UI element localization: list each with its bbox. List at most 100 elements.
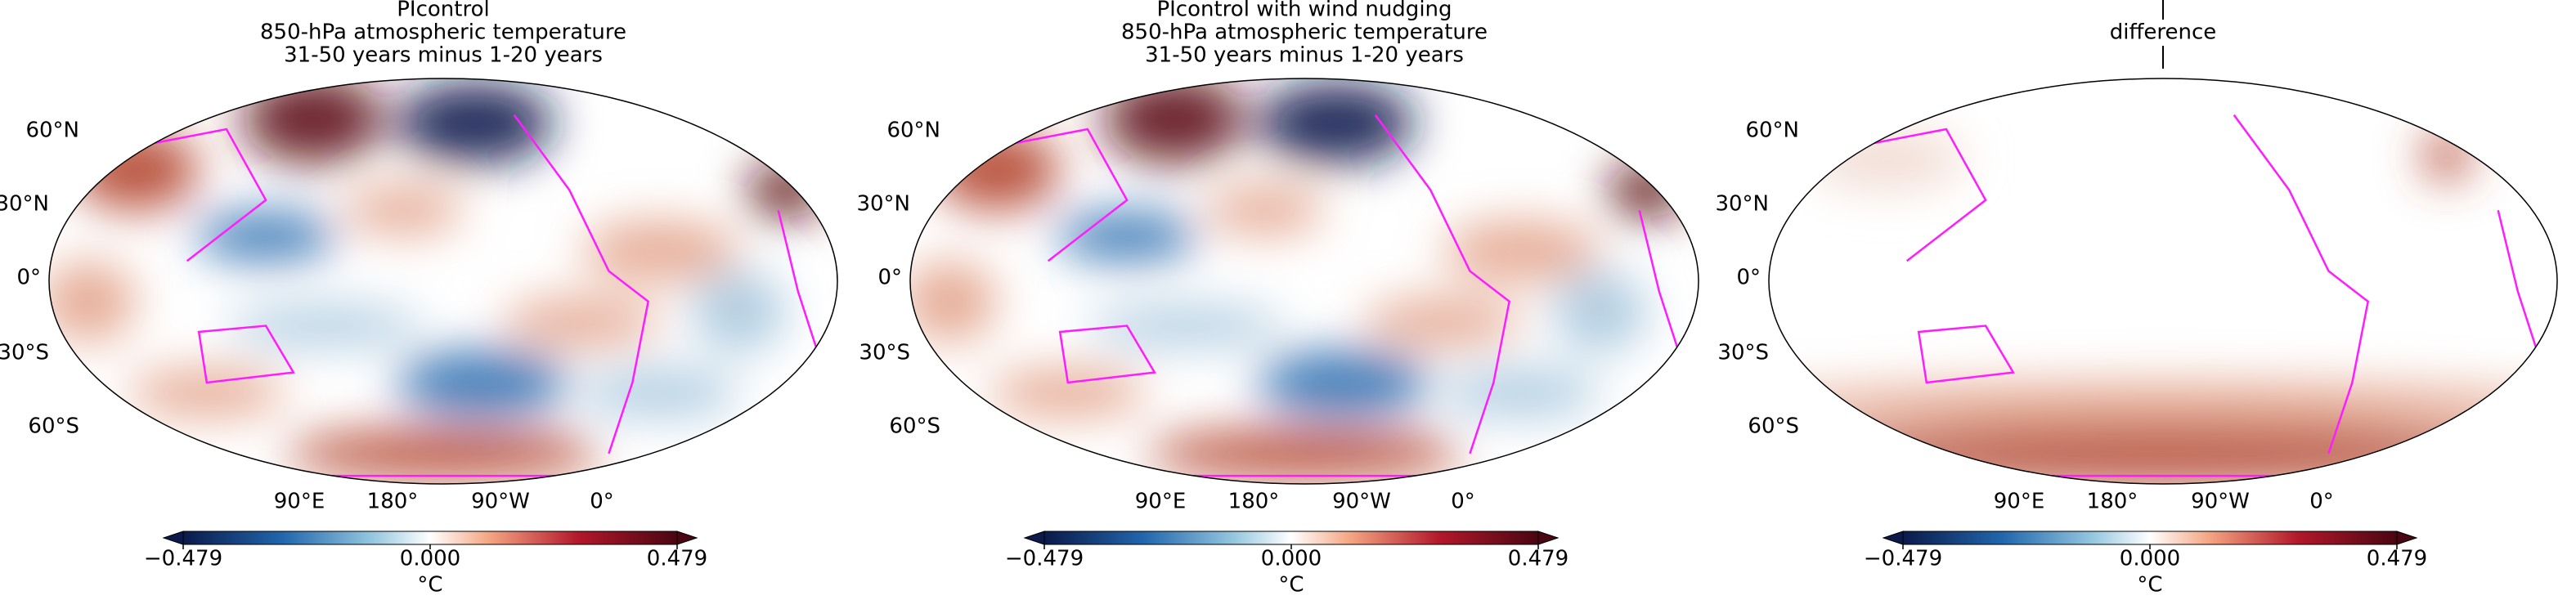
anomaly-region: [989, 368, 1147, 418]
map-panel: difference 60°N 30°N 0° 30°S 60°S 90°E 180° 90°W…: [1715, 0, 2558, 598]
lon-label: 90°W: [471, 490, 530, 514]
anomaly-region: [581, 220, 739, 281]
lon-label: 0°: [590, 490, 614, 514]
lat-label: 60°S: [889, 414, 940, 439]
colorbar: [1043, 531, 1539, 545]
lat-label: 30°S: [1717, 341, 1769, 365]
colorbar-extend: [2396, 531, 2418, 545]
colorbar-extend: [1882, 531, 1904, 545]
anomaly-region: [502, 297, 661, 347]
map-border: [48, 78, 838, 485]
lon-label: 180°: [367, 490, 419, 514]
anomaly-region: [581, 368, 739, 418]
colorbar-extend: [162, 531, 184, 545]
lat-label: 30°S: [0, 341, 49, 365]
anomaly-region: [1257, 82, 1415, 164]
anomaly-region: [1205, 186, 1325, 235]
colorbar-tick-label: 0.479: [2367, 547, 2427, 571]
anomaly-region: [1087, 305, 1285, 347]
panel-title: 31-50 years minus 1-20 years: [1145, 43, 1464, 68]
lat-label: 30°S: [859, 341, 910, 365]
colorbar-tick-label: −0.479: [144, 547, 222, 571]
lat-label: 0°: [1736, 266, 1761, 290]
colorbar-tick-label: 0.000: [2120, 547, 2180, 571]
panel-title: PIcontrol with wind nudging: [1156, 0, 1452, 22]
anomaly-region: [1147, 429, 1462, 478]
anomaly-region: [344, 186, 464, 235]
lon-label: 0°: [1451, 490, 1475, 514]
anomaly-region: [1103, 78, 1245, 164]
anomaly-region: [747, 161, 826, 219]
temperature-field: [49, 78, 837, 484]
colorbar-tick-label: 0.000: [1261, 547, 1322, 571]
anomaly-region: [226, 305, 424, 347]
anomaly-region: [242, 78, 384, 164]
anomaly-region: [1608, 161, 1687, 219]
anomaly-region: [1363, 297, 1522, 347]
lat-label: 30°N: [1715, 192, 1769, 217]
coastline: [929, 114, 1681, 477]
colorbar-extend: [1537, 531, 1560, 545]
panel-title: PIcontrol: [397, 0, 489, 22]
anomaly-region: [933, 129, 1061, 211]
anomaly-region: [1808, 129, 1967, 190]
anomaly-region: [49, 261, 137, 343]
coastline: [68, 114, 819, 477]
lon-label: 180°: [2087, 490, 2138, 514]
lon-label: 90°W: [1332, 490, 1391, 514]
lon-label: 90°W: [2191, 490, 2250, 514]
lat-label: 60°S: [28, 414, 79, 439]
colorbar-extend: [1023, 531, 1045, 545]
colorbar-unit: °C: [417, 573, 442, 598]
colorbar-tick-label: 0.479: [647, 547, 707, 571]
temperature-field: [910, 78, 1699, 484]
lat-label: 0°: [16, 266, 41, 290]
anomaly-region: [1056, 212, 1198, 262]
lat-label: 60°N: [886, 119, 940, 143]
lon-label: 0°: [2309, 490, 2334, 514]
colorbar-tick-label: 0.479: [1508, 547, 1568, 571]
anomaly-region: [1442, 368, 1600, 418]
anomaly-region: [396, 82, 554, 164]
anomaly-region: [1257, 350, 1431, 415]
colorbar-tick-label: −0.479: [1864, 547, 1942, 571]
lon-label: 180°: [1228, 490, 1280, 514]
lat-label: 60°N: [1745, 119, 1799, 143]
colorbar: [182, 531, 678, 545]
anomaly-region: [1769, 383, 2557, 432]
anomaly-region: [2423, 131, 2471, 181]
lon-label: 90°E: [1135, 490, 1187, 514]
anomaly-region: [195, 212, 337, 262]
anomaly-region: [691, 271, 787, 352]
lat-label: 0°: [877, 266, 902, 290]
colorbar-extend: [676, 531, 698, 545]
panel-title: 31-50 years minus 1-20 years: [284, 43, 603, 68]
anomaly-region: [1552, 271, 1648, 352]
anomaly-region: [72, 129, 200, 211]
anomaly-region: [910, 261, 998, 343]
lat-label: 60°S: [1748, 414, 1799, 439]
anomaly-region: [285, 429, 601, 478]
lat-label: 30°N: [0, 192, 49, 217]
colorbar-unit: °C: [2137, 573, 2162, 598]
colorbar-tick-label: 0.000: [400, 547, 460, 571]
lon-label: 90°E: [1994, 490, 2045, 514]
anomaly-blobs: [910, 78, 1687, 478]
anomaly-region: [128, 368, 286, 418]
lon-label: 90°E: [274, 490, 325, 514]
colorbar-tick-label: −0.479: [1005, 547, 1084, 571]
lat-label: 30°N: [856, 192, 910, 217]
anomaly-region: [1442, 220, 1600, 281]
panel-title: 850-hPa atmospheric temperature: [260, 20, 626, 45]
anomaly-region: [396, 350, 570, 415]
temperature-field: [1769, 78, 2557, 484]
map-border: [1768, 78, 2558, 485]
panel-title: difference: [2110, 20, 2217, 45]
map-border: [909, 78, 1699, 485]
colorbar: [1902, 531, 2398, 545]
coastline: [1788, 114, 2539, 477]
colorbar-unit: °C: [1278, 573, 1304, 598]
panel-title: 850-hPa atmospheric temperature: [1121, 20, 1488, 45]
